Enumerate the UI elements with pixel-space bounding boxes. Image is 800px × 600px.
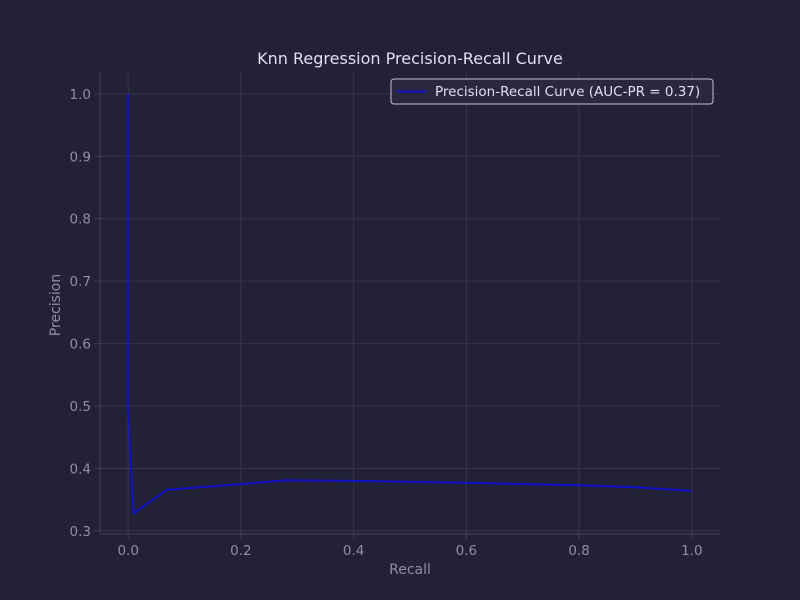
chart-title: Knn Regression Precision-Recall Curve [257,49,563,68]
y-tick-label: 0.4 [70,461,91,477]
x-axis-label: Recall [389,562,431,578]
legend-entry-label: Precision-Recall Curve (AUC-PR = 0.37) [435,84,700,100]
x-tick-label: 0.4 [343,543,364,559]
y-tick-label: 0.8 [70,212,91,228]
x-tick-label: 0.6 [456,543,477,559]
x-tick-label: 0.0 [117,543,138,559]
x-tick-label: 0.2 [230,543,251,559]
y-tick-label: 1.0 [70,87,91,103]
x-ticks: 0.0 0.2 0.4 0.6 0.8 1.0 [117,534,703,559]
y-tick-label: 0.9 [70,149,91,165]
legend: Precision-Recall Curve (AUC-PR = 0.37) [390,78,714,105]
y-axis-label: Precision [48,274,64,336]
series-line-precision-recall [127,93,692,515]
axes-spines [99,72,720,535]
y-tick-label: 0.7 [70,274,91,290]
series-layer [127,93,692,515]
x-tick-label: 1.0 [681,543,702,559]
grid-layer [100,72,720,534]
x-tick-label: 0.8 [568,543,589,559]
y-tick-label: 0.3 [70,524,91,540]
y-tick-label: 0.6 [70,337,91,353]
y-tick-label: 0.5 [70,399,91,415]
legend-box [390,78,714,105]
y-ticks: 0.3 0.4 0.5 0.6 0.7 0.8 0.9 1.0 [70,87,100,540]
